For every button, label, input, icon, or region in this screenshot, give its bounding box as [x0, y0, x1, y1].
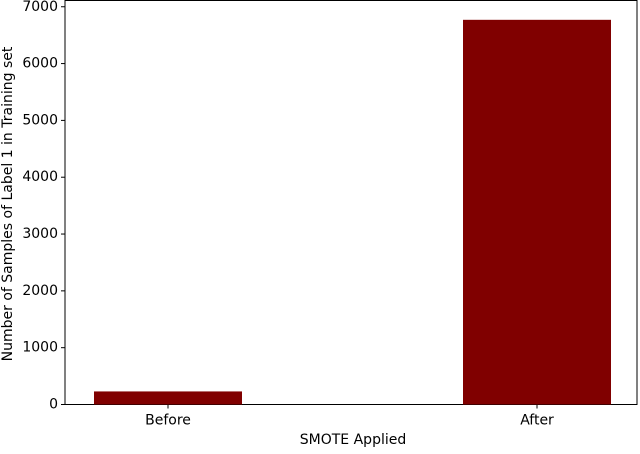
- y-tick-label: 1000: [22, 340, 58, 356]
- bar: [94, 391, 242, 405]
- y-tick-label: 2000: [22, 283, 58, 299]
- y-tick-label: 6000: [22, 56, 58, 72]
- x-tick-label: Before: [145, 413, 191, 429]
- bar: [463, 19, 611, 405]
- y-axis-label: Number of Samples of Label 1 in Training…: [0, 46, 16, 361]
- y-tick-label: 3000: [22, 226, 58, 242]
- y-tick-label: 4000: [22, 169, 58, 185]
- axes-frame: [64, 0, 638, 405]
- y-tick-label: 5000: [22, 112, 58, 128]
- x-axis-label: SMOTE Applied: [300, 432, 406, 448]
- x-tick-label: After: [520, 413, 554, 429]
- y-tick-label: 0: [49, 397, 58, 413]
- y-tick-label: 7000: [22, 0, 58, 15]
